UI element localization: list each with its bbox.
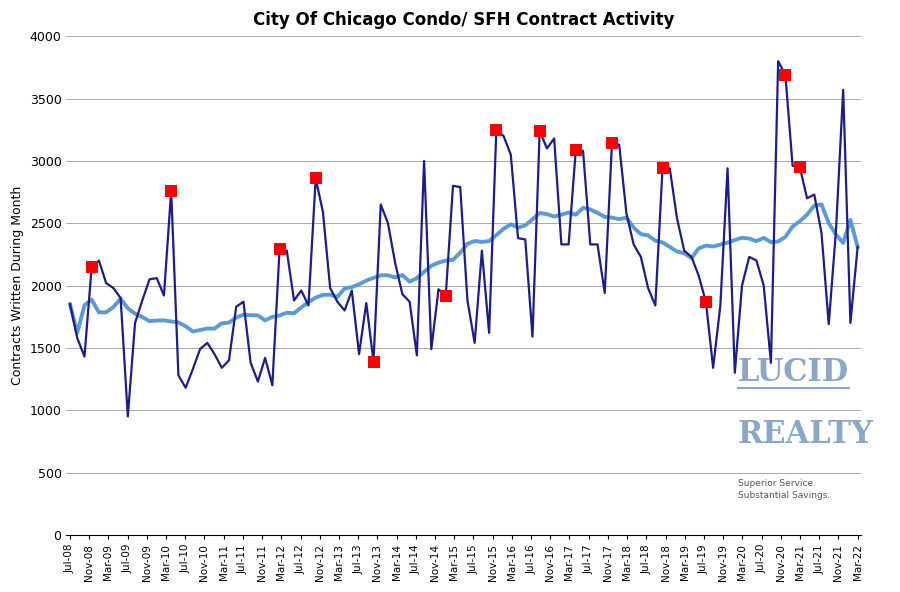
Title: City Of Chicago Condo/ SFH Contract Activity: City Of Chicago Condo/ SFH Contract Acti…	[253, 11, 675, 29]
Text: LUCID: LUCID	[738, 357, 850, 388]
Text: REALTY: REALTY	[738, 419, 874, 450]
Y-axis label: Contracts Written During Month: Contracts Written During Month	[11, 186, 24, 385]
Text: Superior Service.
Substantial Savings.: Superior Service. Substantial Savings.	[738, 479, 831, 500]
